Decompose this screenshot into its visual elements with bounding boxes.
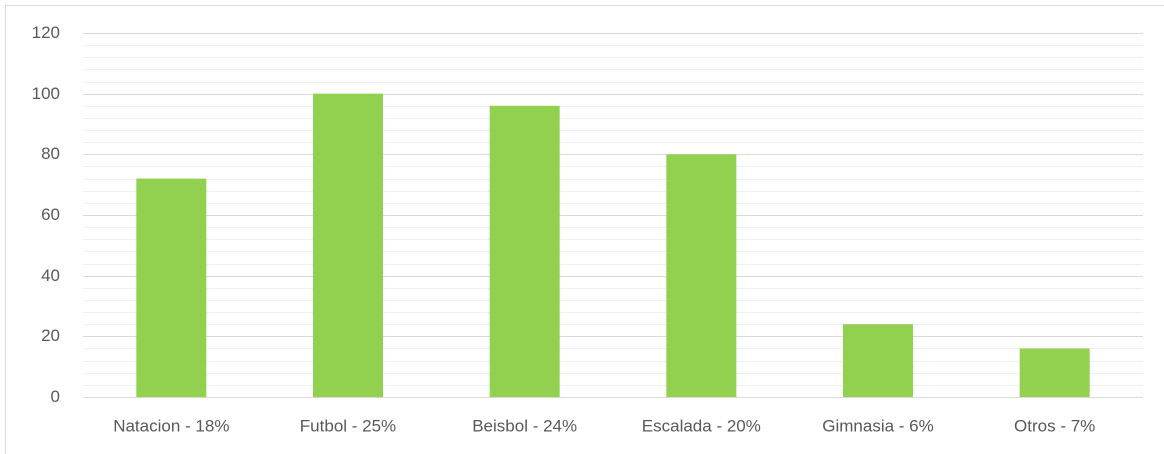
y-tick-label: 80 bbox=[41, 144, 60, 163]
x-tick-label: Natacion - 18% bbox=[113, 416, 229, 435]
y-tick-label: 100 bbox=[32, 84, 60, 103]
x-tick-label: Escalada - 20% bbox=[642, 416, 761, 435]
y-tick-label: 40 bbox=[41, 266, 60, 285]
bar bbox=[1019, 348, 1090, 397]
y-tick-label: 20 bbox=[41, 326, 60, 345]
bar bbox=[489, 105, 560, 398]
bar bbox=[666, 154, 737, 397]
bar bbox=[843, 324, 913, 397]
bar bbox=[136, 178, 207, 397]
x-tick-label: Otros - 7% bbox=[1014, 416, 1095, 435]
y-tick-label: 120 bbox=[32, 23, 60, 42]
bar bbox=[313, 93, 383, 398]
y-tick-label: 60 bbox=[41, 205, 60, 224]
y-tick-label: 0 bbox=[51, 387, 60, 406]
x-tick-label: Futbol - 25% bbox=[300, 416, 396, 435]
x-tick-label: Gimnasia - 6% bbox=[822, 416, 933, 435]
x-tick-label: Beisbol - 24% bbox=[472, 416, 577, 435]
